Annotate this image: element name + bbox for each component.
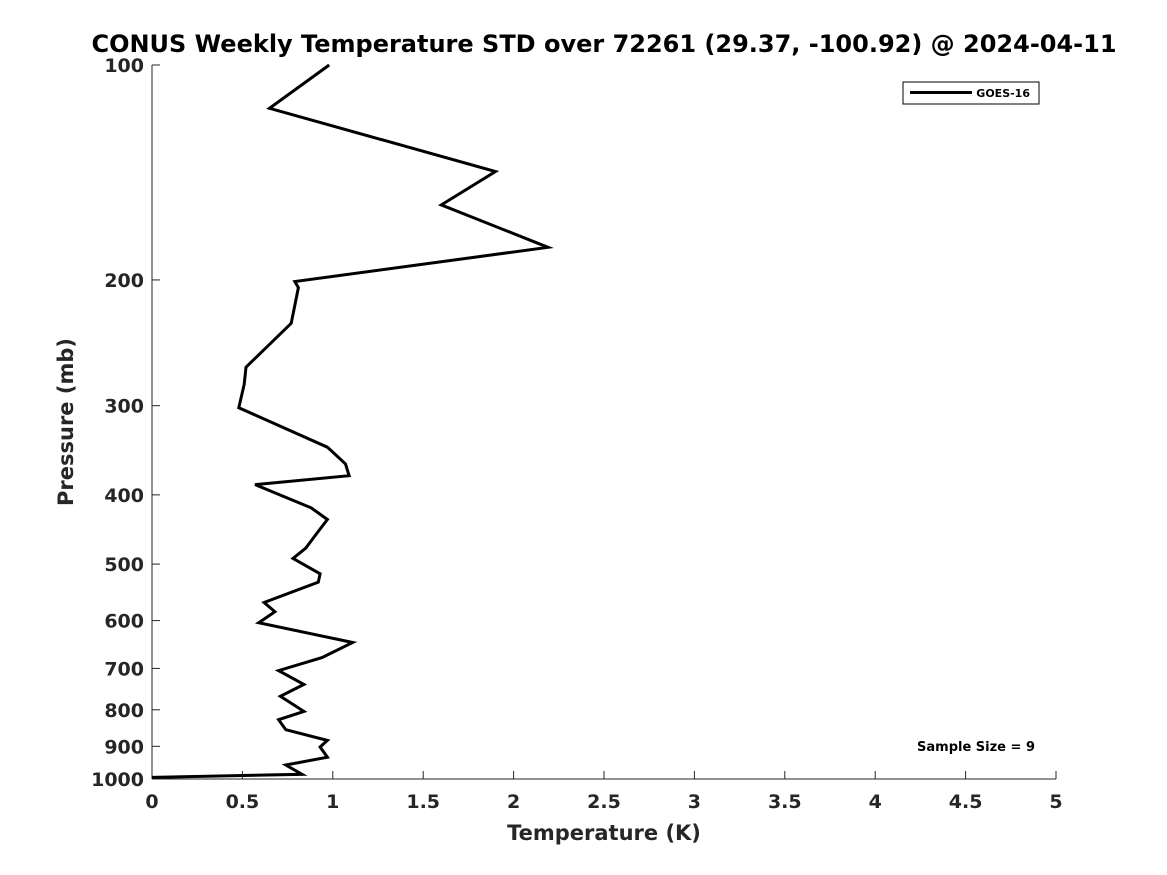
x-tick-label: 2.5 [587, 791, 621, 813]
x-tick-label: 0.5 [226, 791, 260, 813]
plot-axes [151, 65, 1056, 780]
x-axis-label: Temperature (K) [507, 821, 701, 845]
x-tick-label: 3.5 [768, 791, 802, 813]
x-tick-label: 1 [326, 791, 339, 813]
y-tick-group: 100 200 300 400 500 600 700 800 900 1000 [91, 55, 160, 791]
legend-label-goes-16: GOES-16 [976, 87, 1030, 100]
y-axis-label: Pressure (mb) [54, 338, 78, 506]
x-tick-group: 0 0.5 1 1.5 2 2.5 3 3.5 4 4.5 5 [145, 771, 1063, 813]
y-tick-label: 600 [104, 611, 144, 633]
x-tick-label: 0 [145, 791, 158, 813]
y-tick-label: 200 [104, 270, 144, 292]
series-line-goes-16 [151, 63, 554, 779]
y-tick-label: 300 [104, 396, 144, 418]
series-group [151, 63, 554, 779]
y-tick-label: 900 [104, 736, 144, 758]
y-tick-label: 400 [104, 485, 144, 507]
sample-size-annotation: Sample Size = 9 [917, 740, 1035, 755]
x-tick-label: 4 [869, 791, 882, 813]
x-tick-label: 3 [688, 791, 701, 813]
y-tick-label: 100 [104, 55, 144, 77]
y-tick-label: 1000 [91, 769, 144, 791]
x-tick-label: 5 [1049, 791, 1062, 813]
y-tick-label: 500 [104, 554, 144, 576]
y-tick-label: 700 [104, 658, 144, 680]
x-tick-label: 2 [507, 791, 520, 813]
chart-title: CONUS Weekly Temperature STD over 72261 … [91, 30, 1116, 58]
y-tick-label: 800 [104, 700, 144, 722]
legend: GOES-16 [902, 81, 1040, 105]
x-tick-label: 4.5 [949, 791, 983, 813]
x-tick-label: 1.5 [406, 791, 440, 813]
